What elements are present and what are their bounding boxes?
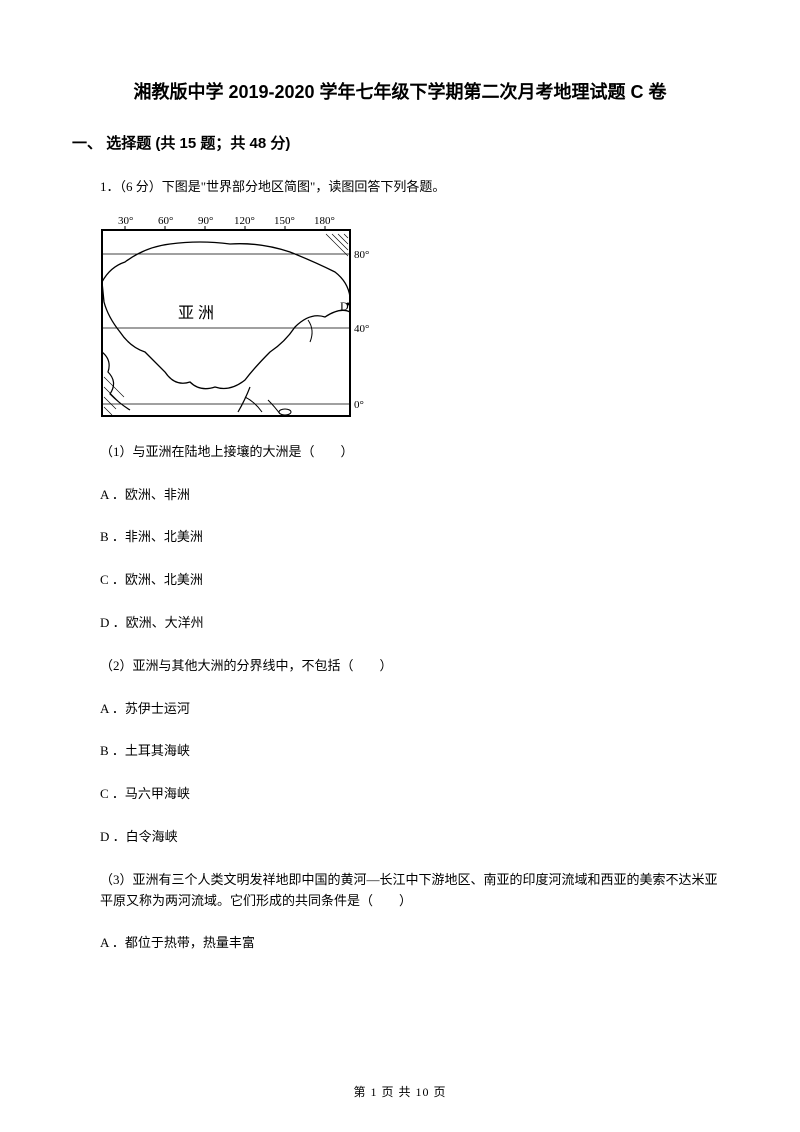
option-3a: A ．都位于热带，热量丰富: [100, 933, 728, 954]
option-2a: A ．苏伊士运河: [100, 699, 728, 720]
long-60: 60°: [158, 215, 173, 227]
lat-0: 0°: [354, 399, 364, 411]
footer-current: 1: [370, 1085, 377, 1099]
option-1c: C ．欧洲、北美洲: [100, 570, 728, 591]
long-30: 30°: [118, 215, 133, 227]
footer-mid: 页 共: [381, 1085, 411, 1099]
option-1b: B ．非洲、北美洲: [100, 527, 728, 548]
footer-total: 10: [416, 1085, 430, 1099]
option-2d: D ．白令海峡: [100, 827, 728, 848]
section-number: 一、: [72, 135, 102, 152]
option-2b: B ．土耳其海峡: [100, 741, 728, 762]
option-1d: D ．欧洲、大洋州: [100, 613, 728, 634]
lat-80: 80°: [354, 249, 369, 261]
long-90: 90°: [198, 215, 213, 227]
footer-prefix: 第: [353, 1085, 366, 1099]
question-intro: 1．（6 分）下图是"世界部分地区简图"，读图回答下列各题。: [100, 177, 728, 198]
long-120: 120°: [234, 215, 255, 227]
sub-question-1: （1）与亚洲在陆地上接壤的大洲是（ ）: [100, 442, 728, 463]
section-name: 选择题: [106, 135, 151, 152]
map-figure: 30° 60° 90° 120° 150° 180° 80° 40° 0°: [100, 212, 728, 422]
region-label: 亚 洲: [178, 305, 214, 322]
sub-question-3: （3）亚洲有三个人类文明发祥地即中国的黄河—长江中下游地区、南亚的印度河流域和西…: [100, 870, 728, 912]
long-150: 150°: [274, 215, 295, 227]
section-header: 一、 选择题 (共 15 题；共 48 分): [72, 132, 728, 153]
page-title: 湘教版中学 2019-2020 学年七年级下学期第二次月考地理试题 C 卷: [72, 78, 728, 104]
option-2c: C ．马六甲海峡: [100, 784, 728, 805]
option-1a: A ．欧洲、非洲: [100, 485, 728, 506]
point-d-label: D: [340, 299, 349, 313]
footer-suffix: 页: [434, 1085, 447, 1099]
long-180: 180°: [314, 215, 335, 227]
lat-40: 40°: [354, 323, 369, 335]
section-meta: (共 15 题；共 48 分): [155, 135, 290, 152]
page-footer: 第 1 页 共 10 页: [0, 1083, 800, 1100]
sub-question-2: （2）亚洲与其他大洲的分界线中，不包括（ ）: [100, 656, 728, 677]
